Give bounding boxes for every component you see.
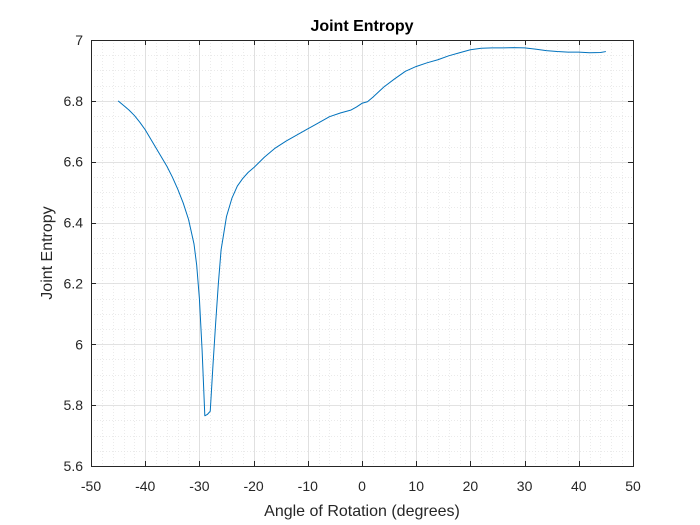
x-tick-label: 50 bbox=[625, 478, 641, 494]
series-line-joint-entropy bbox=[117, 47, 606, 417]
chart-title: Joint Entropy bbox=[310, 18, 413, 35]
x-tick-label: -50 bbox=[81, 478, 101, 494]
x-tick-label: 0 bbox=[358, 478, 366, 494]
x-tick-label: 20 bbox=[463, 478, 479, 494]
x-tick-label: 30 bbox=[517, 478, 533, 494]
y-tick-label: 6.6 bbox=[64, 154, 84, 170]
minor-grid bbox=[91, 40, 633, 466]
x-tick-label: -10 bbox=[298, 478, 318, 494]
x-axis-label: Angle of Rotation (degrees) bbox=[264, 503, 460, 520]
y-axis-label: Joint Entropy bbox=[39, 206, 56, 299]
y-tick-labels: 5.6 5.8 6 6.2 6.4 6.6 6.8 7 bbox=[64, 32, 84, 474]
x-tick-labels: -50 -40 -30 -20 -10 0 10 20 30 40 50 bbox=[81, 478, 641, 494]
y-tick-label: 6.8 bbox=[64, 93, 84, 109]
x-tick-label: 40 bbox=[571, 478, 587, 494]
axes-background bbox=[91, 40, 633, 466]
x-tick-label: -20 bbox=[243, 478, 263, 494]
x-tick-label: 10 bbox=[408, 478, 424, 494]
x-tick-label: -40 bbox=[135, 478, 155, 494]
y-tick-label: 5.8 bbox=[64, 397, 84, 413]
y-tick-label: 6 bbox=[75, 336, 83, 352]
y-tick-label: 5.6 bbox=[64, 458, 84, 474]
tick-marks bbox=[91, 40, 634, 467]
plot-area: -50 -40 -30 -20 -10 0 10 20 30 40 50 5.6 5.8 6 6.2 6.4… bbox=[64, 32, 641, 494]
y-tick-label: 6.2 bbox=[64, 275, 84, 291]
y-tick-label: 6.4 bbox=[64, 215, 84, 231]
y-tick-label: 7 bbox=[75, 32, 83, 48]
x-tick-label: -30 bbox=[189, 478, 209, 494]
major-grid bbox=[91, 40, 634, 467]
